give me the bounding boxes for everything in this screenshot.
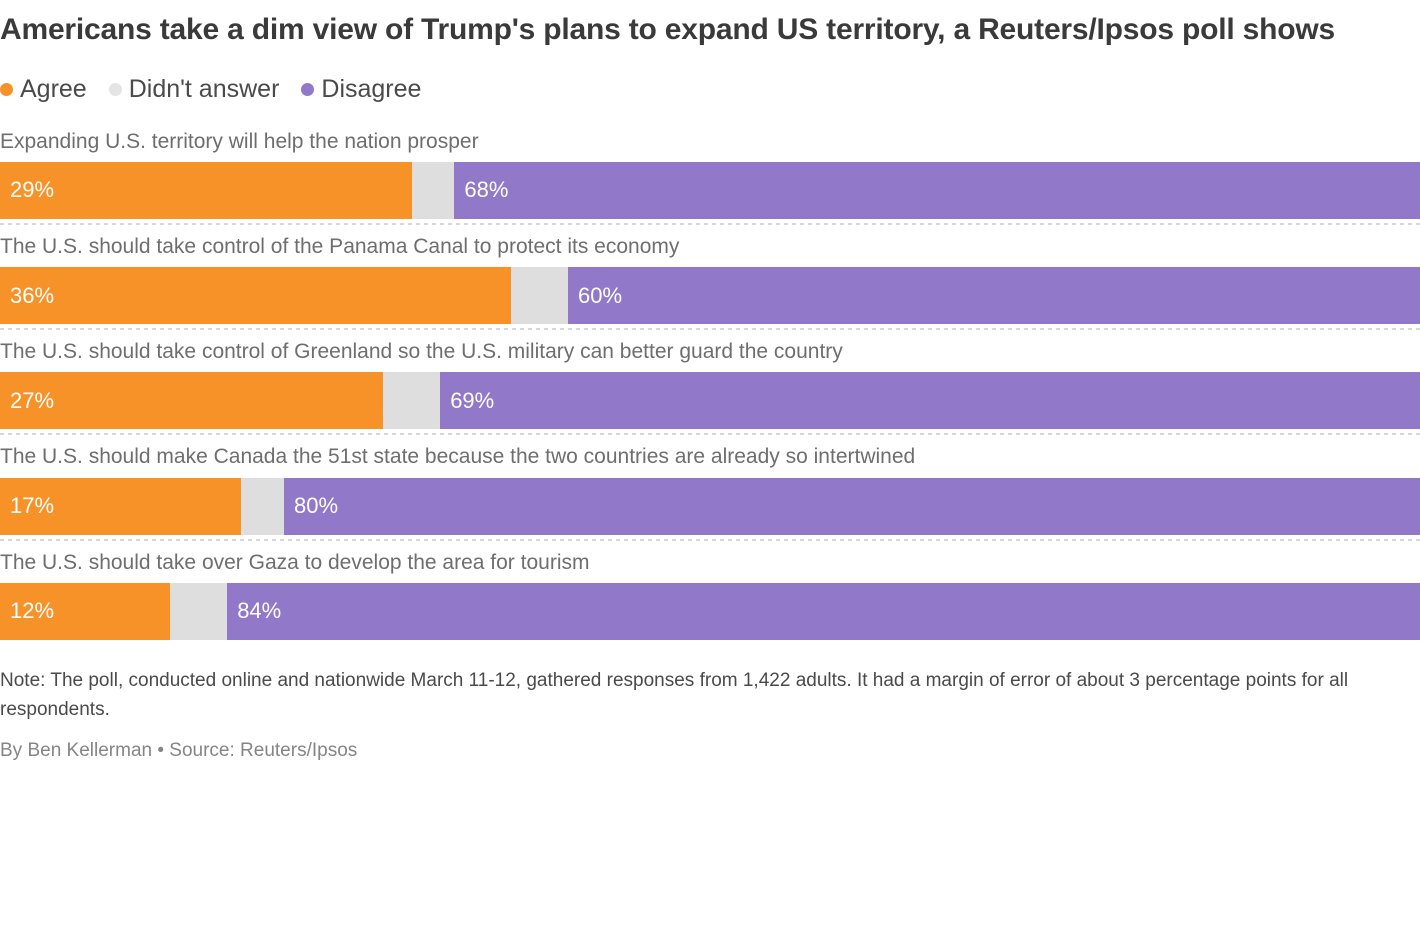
poll-question-label: The U.S. should take control of Greenlan…	[0, 340, 843, 364]
bar-segment-agree[interactable]: 27%	[0, 372, 384, 430]
bar-value-label-disagree: 60%	[577, 282, 623, 308]
stacked-bar-track: 17% 80%	[0, 477, 1420, 535]
bar-segment-didnt-answer[interactable]	[241, 477, 284, 535]
legend-label: Disagree	[321, 74, 422, 103]
stacked-bar-track: 12% 84%	[0, 582, 1420, 640]
legend-label: Agree	[20, 74, 87, 103]
circle-marker-icon	[108, 82, 122, 96]
legend-label: Didn't answer	[128, 74, 280, 103]
page-title: Americans take a dim view of Trump's pla…	[0, 13, 1336, 46]
bar-value-label-agree: 12%	[10, 598, 55, 624]
bar-value-label-disagree: 69%	[450, 387, 495, 413]
bar-segment-didnt-answer[interactable]	[511, 267, 568, 325]
poll-question-label: Expanding U.S. territory will help the n…	[0, 129, 479, 153]
poll-row: The U.S. should take control of the Pana…	[0, 229, 1420, 334]
bar-segment-disagree[interactable]: 84%	[227, 582, 1420, 640]
circle-marker-icon	[301, 82, 315, 96]
stacked-bar-track: 29% 68%	[0, 161, 1420, 219]
poll-question-label: The U.S. should take control of the Pana…	[0, 234, 680, 258]
bar-segment-agree[interactable]: 36%	[0, 267, 512, 325]
poll-question-label: The U.S. should make Canada the 51st sta…	[0, 445, 916, 469]
poll-row: The U.S. should make Canada the 51st sta…	[0, 439, 1420, 544]
stacked-bar-track: 27% 69%	[0, 372, 1420, 430]
bar-segment-disagree[interactable]: 60%	[567, 267, 1420, 325]
bar-segment-agree[interactable]: 29%	[0, 161, 412, 219]
footer-credit: By Ben Kellerman • Source: Reuters/Ipsos	[0, 739, 358, 761]
legend-item[interactable]: Agree	[0, 74, 87, 103]
bar-segment-disagree[interactable]: 69%	[440, 372, 1420, 430]
circle-marker-icon	[0, 82, 13, 96]
footer-note: Note: The poll, conducted online and nat…	[0, 669, 1349, 721]
legend-item[interactable]: Didn't answer	[108, 74, 280, 103]
chart-legend: Agree Didn't answer Disagree	[0, 74, 1420, 103]
title-block: Americans take a dim view of Trump's pla…	[0, 0, 1420, 50]
row-divider	[0, 219, 1420, 229]
poll-row: The U.S. should take over Gaza to develo…	[0, 545, 1420, 640]
poll-row: Expanding U.S. territory will help the n…	[0, 124, 1420, 229]
stacked-bar-track: 36% 60%	[0, 267, 1420, 325]
bar-value-label-agree: 27%	[10, 387, 55, 413]
bar-segment-agree[interactable]: 12%	[0, 582, 171, 640]
bar-value-label-disagree: 80%	[293, 493, 339, 519]
bar-segment-didnt-answer[interactable]	[170, 582, 228, 640]
bar-value-label-disagree: 68%	[464, 177, 509, 203]
chart-footer: Note: The poll, conducted online and nat…	[0, 666, 1420, 764]
row-divider	[0, 324, 1420, 334]
bar-segment-didnt-answer[interactable]	[383, 372, 441, 430]
poll-rows: Expanding U.S. territory will help the n…	[0, 124, 1420, 640]
legend-item[interactable]: Disagree	[301, 74, 422, 103]
poll-row: The U.S. should take control of Greenlan…	[0, 334, 1420, 439]
bar-segment-agree[interactable]: 17%	[0, 477, 242, 535]
bar-segment-disagree[interactable]: 68%	[454, 161, 1420, 219]
row-divider	[0, 535, 1420, 545]
bar-value-label-agree: 29%	[10, 177, 55, 203]
poll-question-label: The U.S. should take over Gaza to develo…	[0, 550, 590, 574]
bar-value-label-agree: 36%	[10, 282, 55, 308]
bar-segment-didnt-answer[interactable]	[411, 161, 455, 219]
bar-value-label-agree: 17%	[10, 493, 55, 519]
bar-value-label-disagree: 84%	[237, 598, 282, 624]
bar-segment-disagree[interactable]: 80%	[283, 477, 1420, 535]
row-divider	[0, 429, 1420, 439]
